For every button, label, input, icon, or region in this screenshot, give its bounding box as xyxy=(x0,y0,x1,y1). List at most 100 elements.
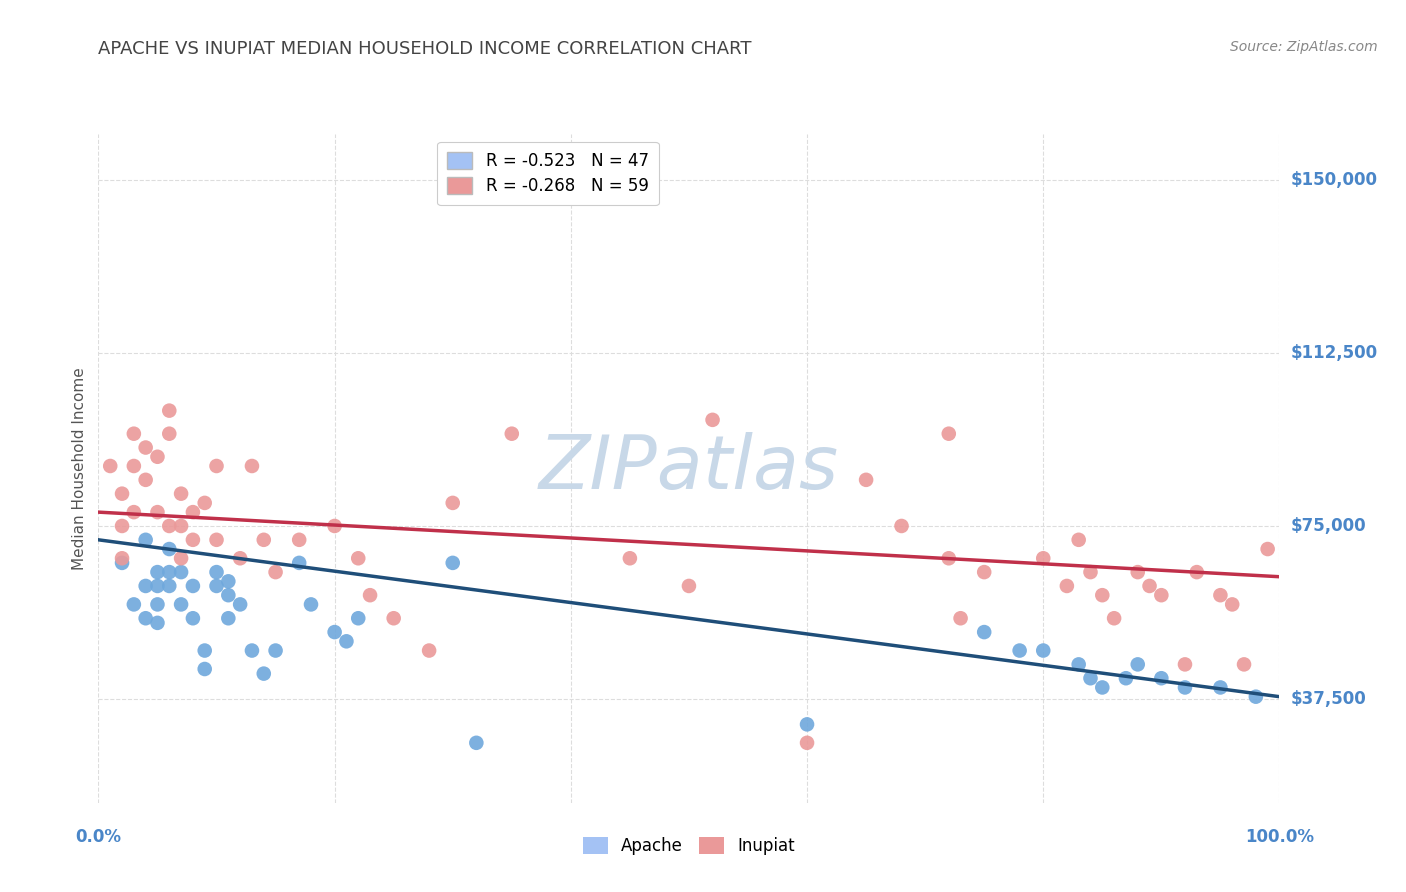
Point xyxy=(157,403,180,417)
Point xyxy=(240,643,263,657)
Point xyxy=(299,598,322,612)
Point xyxy=(973,625,995,640)
Point xyxy=(1067,533,1090,547)
Point xyxy=(98,458,121,473)
Point xyxy=(678,579,700,593)
Point xyxy=(359,588,381,602)
Text: 100.0%: 100.0% xyxy=(1244,828,1315,846)
Point xyxy=(418,643,440,657)
Point xyxy=(146,579,169,593)
Legend: Apache, Inupiat: Apache, Inupiat xyxy=(576,830,801,862)
Point xyxy=(194,643,217,657)
Point xyxy=(229,598,252,612)
Point xyxy=(122,458,145,473)
Point xyxy=(122,505,145,519)
Point xyxy=(170,486,193,500)
Point xyxy=(194,662,217,676)
Point xyxy=(146,450,169,464)
Text: $150,000: $150,000 xyxy=(1291,171,1378,189)
Point xyxy=(619,551,641,566)
Point xyxy=(135,473,157,487)
Point xyxy=(1244,690,1267,704)
Point xyxy=(253,666,276,681)
Point xyxy=(253,533,276,547)
Point xyxy=(796,736,818,750)
Point xyxy=(122,426,145,441)
Point xyxy=(702,413,724,427)
Text: $37,500: $37,500 xyxy=(1291,690,1367,708)
Point xyxy=(288,533,311,547)
Text: $75,000: $75,000 xyxy=(1291,517,1367,535)
Point xyxy=(1209,588,1232,602)
Point xyxy=(205,458,228,473)
Point xyxy=(465,736,488,750)
Point xyxy=(111,486,134,500)
Point xyxy=(973,565,995,579)
Point xyxy=(938,426,960,441)
Point xyxy=(347,551,370,566)
Point xyxy=(205,533,228,547)
Point xyxy=(1174,657,1197,672)
Point xyxy=(217,588,239,602)
Point xyxy=(181,579,204,593)
Text: APACHE VS INUPIAT MEDIAN HOUSEHOLD INCOME CORRELATION CHART: APACHE VS INUPIAT MEDIAN HOUSEHOLD INCOM… xyxy=(98,40,752,58)
Point xyxy=(122,598,145,612)
Point xyxy=(501,426,523,441)
Point xyxy=(1150,671,1173,685)
Point xyxy=(1080,671,1102,685)
Point xyxy=(157,519,180,533)
Point xyxy=(890,519,912,533)
Point xyxy=(1150,588,1173,602)
Point xyxy=(217,574,239,589)
Point xyxy=(796,717,818,731)
Point xyxy=(1115,671,1137,685)
Point xyxy=(1209,681,1232,695)
Point xyxy=(1032,551,1054,566)
Point xyxy=(170,565,193,579)
Point xyxy=(157,565,180,579)
Point xyxy=(1233,657,1256,672)
Point xyxy=(323,519,346,533)
Point xyxy=(1008,643,1031,657)
Point xyxy=(146,615,169,630)
Point xyxy=(855,473,877,487)
Point xyxy=(264,565,287,579)
Text: Source: ZipAtlas.com: Source: ZipAtlas.com xyxy=(1230,40,1378,54)
Point xyxy=(135,533,157,547)
Point xyxy=(146,565,169,579)
Point xyxy=(441,496,464,510)
Point xyxy=(335,634,357,648)
Point xyxy=(382,611,405,625)
Point xyxy=(135,611,157,625)
Point xyxy=(146,505,169,519)
Point xyxy=(1126,565,1149,579)
Point xyxy=(146,598,169,612)
Point xyxy=(1185,565,1208,579)
Point xyxy=(181,505,204,519)
Point xyxy=(205,565,228,579)
Point xyxy=(323,625,346,640)
Point xyxy=(170,598,193,612)
Point xyxy=(1102,611,1125,625)
Point xyxy=(205,579,228,593)
Y-axis label: Median Household Income: Median Household Income xyxy=(72,367,87,570)
Point xyxy=(347,611,370,625)
Point xyxy=(111,556,134,570)
Point xyxy=(217,611,239,625)
Point xyxy=(181,533,204,547)
Point xyxy=(170,551,193,566)
Point xyxy=(194,496,217,510)
Point xyxy=(1091,588,1114,602)
Point xyxy=(157,426,180,441)
Point xyxy=(229,551,252,566)
Point xyxy=(135,579,157,593)
Point xyxy=(1091,681,1114,695)
Point xyxy=(1032,643,1054,657)
Point xyxy=(170,519,193,533)
Point xyxy=(1220,598,1243,612)
Point xyxy=(288,556,311,570)
Point xyxy=(157,579,180,593)
Point xyxy=(1056,579,1078,593)
Point xyxy=(264,643,287,657)
Point xyxy=(949,611,972,625)
